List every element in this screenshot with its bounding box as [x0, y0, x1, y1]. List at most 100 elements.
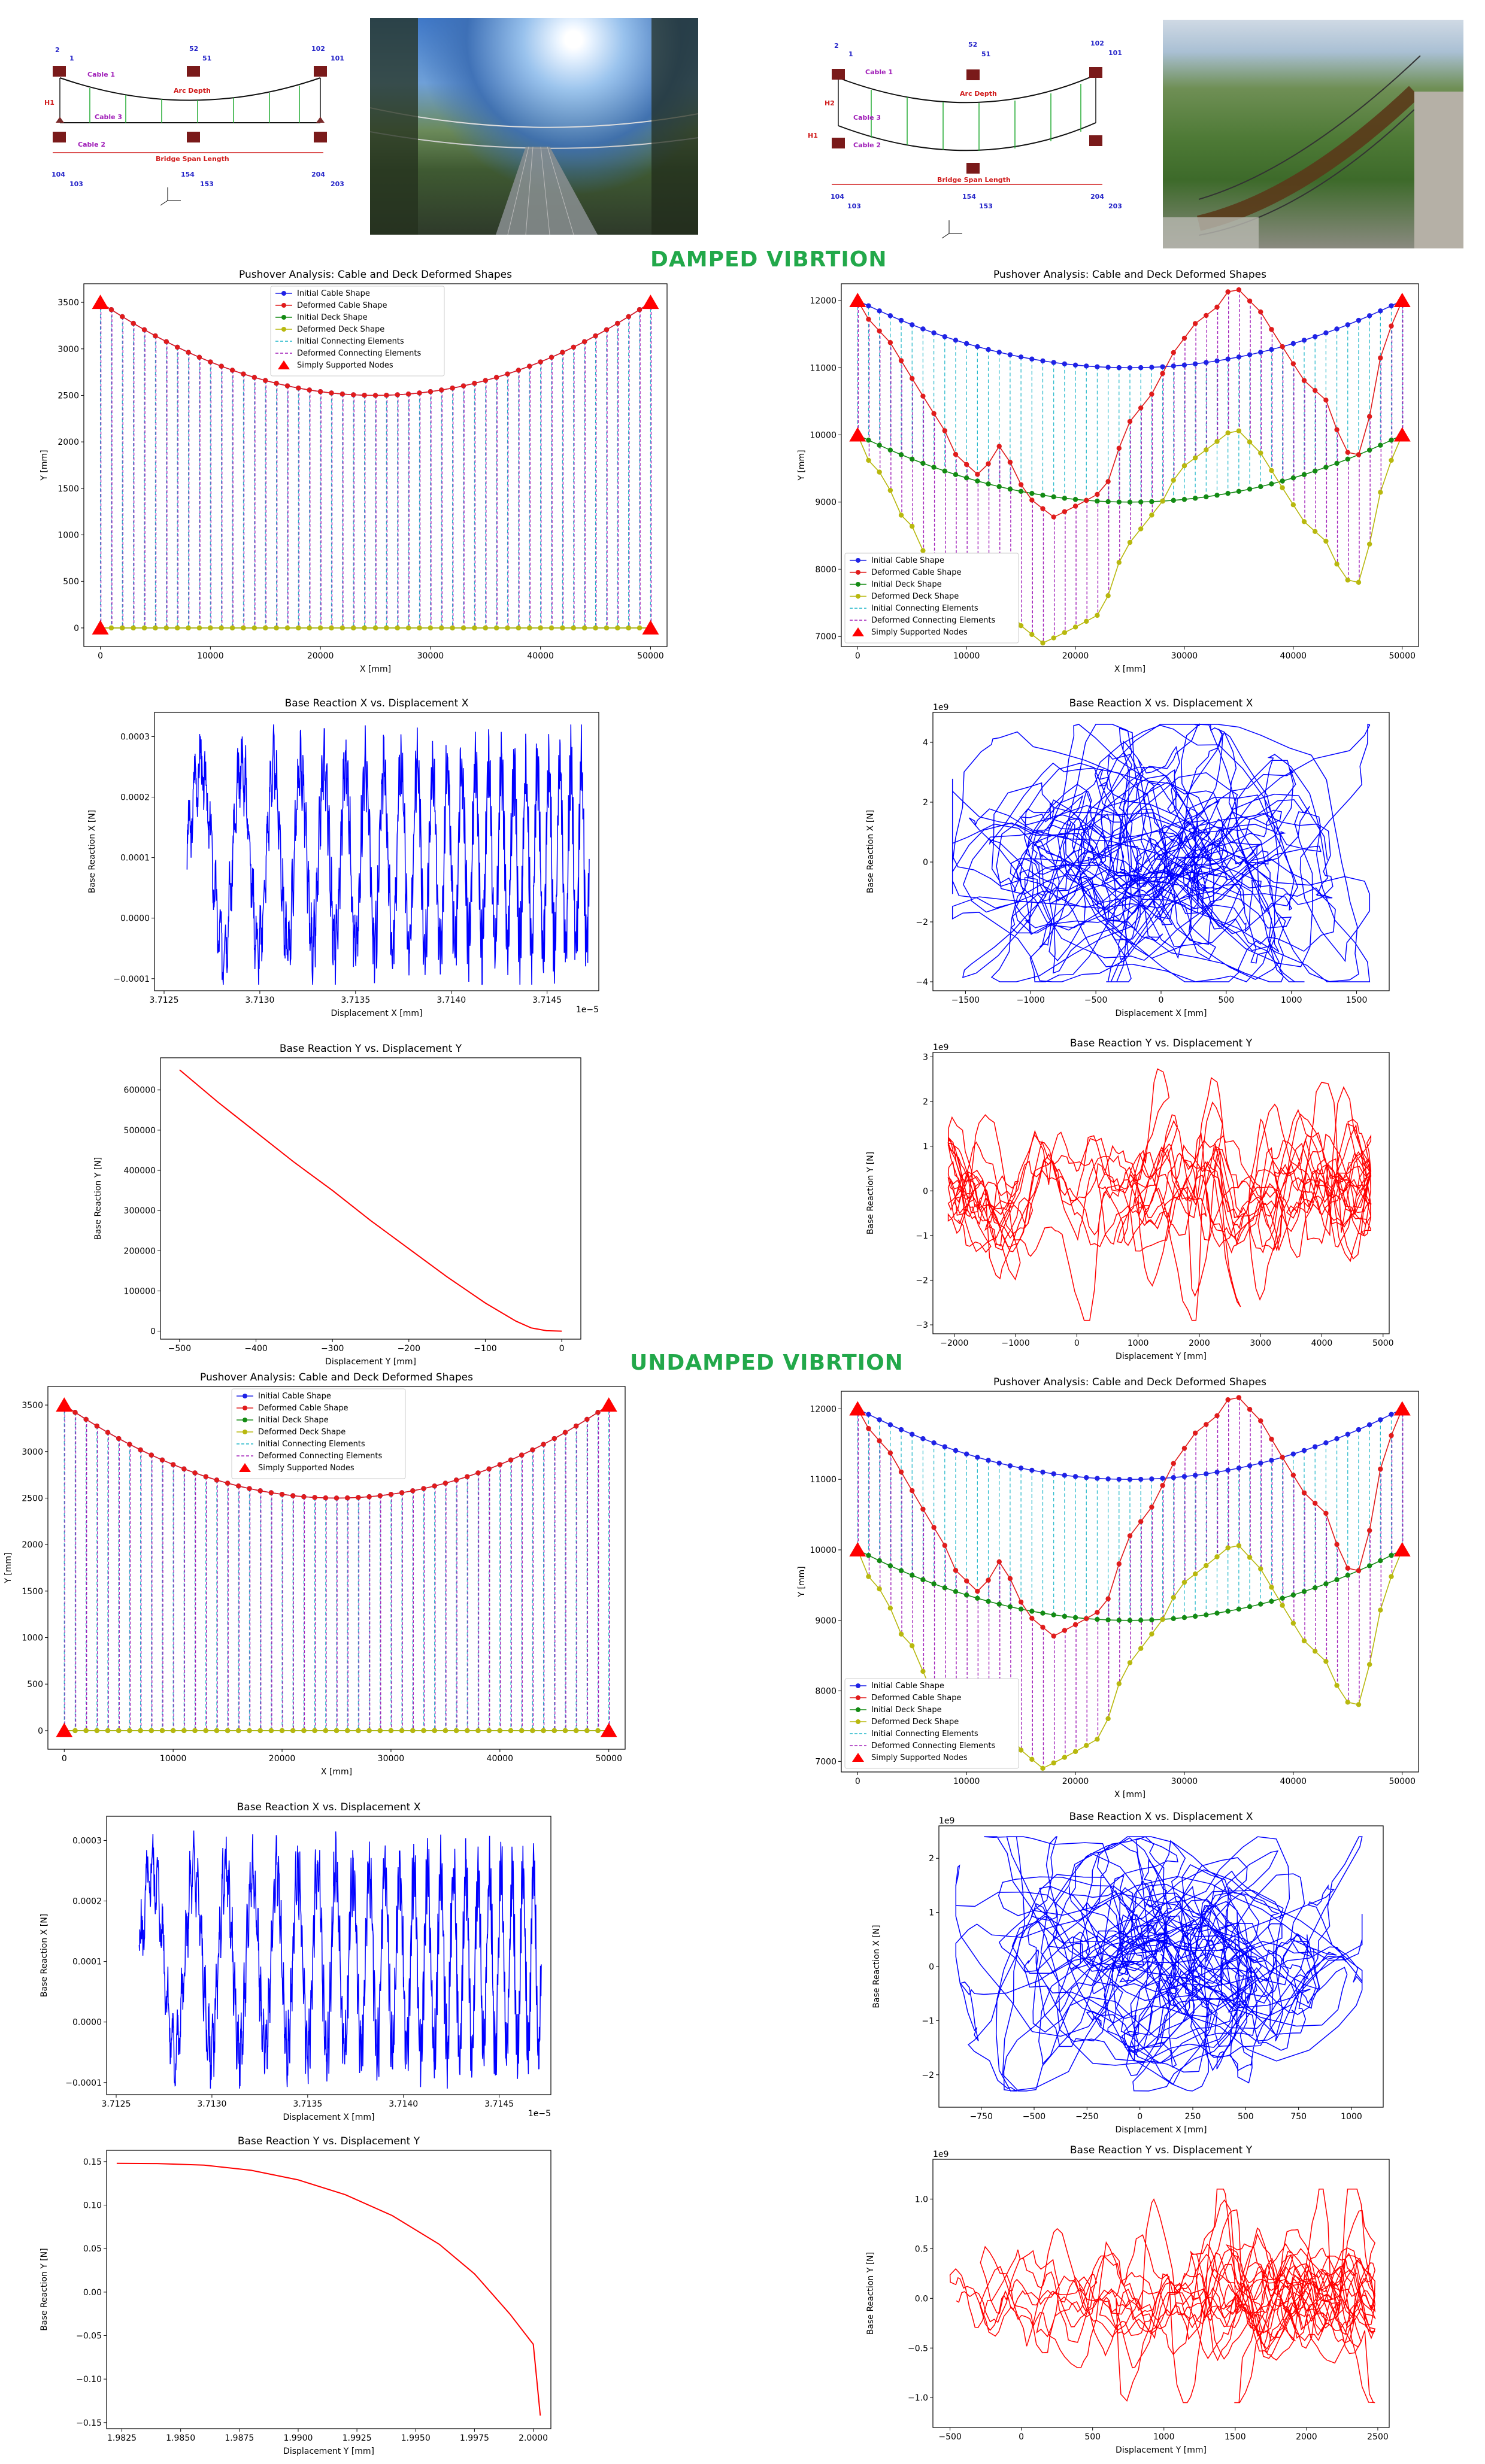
data-point — [1204, 1471, 1209, 1477]
data-point — [1171, 1461, 1176, 1466]
y-tick-label: 0.0001 — [120, 854, 150, 863]
data-point — [1084, 618, 1089, 624]
data-point — [94, 1728, 100, 1734]
data-point — [963, 1592, 969, 1598]
data-point — [508, 1728, 514, 1734]
node-label: 1 — [848, 50, 853, 58]
data-point — [1149, 1504, 1154, 1510]
data-point — [996, 1460, 1002, 1466]
data-point — [405, 392, 411, 397]
y-tick-label: −1 — [922, 2016, 934, 2026]
data-point — [1204, 1562, 1209, 1568]
data-point — [1389, 457, 1394, 463]
y-tick-label: 1 — [929, 1908, 934, 1918]
data-point — [274, 381, 279, 386]
x-tick-label: 30000 — [417, 651, 444, 661]
data-point — [153, 625, 158, 631]
node-label: 103 — [69, 180, 83, 188]
data-point — [497, 1462, 503, 1467]
data-point — [1160, 1483, 1165, 1488]
y-tick-label: 1000 — [22, 1634, 43, 1643]
mass-node-icon — [314, 66, 327, 77]
data-point — [1084, 497, 1089, 503]
data-point — [475, 1728, 481, 1734]
legend-label: Initial Cable Shape — [258, 1392, 331, 1401]
data-point — [1258, 450, 1263, 456]
data-point — [1301, 1490, 1307, 1495]
x-tick-label: 1000 — [1153, 2432, 1175, 2442]
data-point — [584, 1416, 590, 1422]
data-point — [1051, 360, 1056, 365]
x-tick-label: 10000 — [160, 1754, 187, 1764]
y-axis-label: Y [mm] — [4, 1552, 13, 1583]
data-point — [898, 1631, 904, 1637]
data-point — [307, 387, 312, 393]
x-tick-label: 1500 — [1225, 2432, 1246, 2442]
data-point — [362, 625, 367, 631]
data-point — [1204, 360, 1209, 365]
x-tick-label: 1000 — [1128, 1339, 1149, 1348]
data-point — [1138, 1618, 1144, 1623]
data-point — [1149, 1631, 1154, 1637]
data-point — [279, 1728, 285, 1734]
data-point — [942, 1543, 947, 1548]
data-point — [1105, 593, 1111, 599]
data-point — [1236, 1543, 1242, 1549]
y-tick-label: 0.10 — [83, 2201, 102, 2211]
y-axis-label: Y [mm] — [40, 450, 49, 481]
data-point — [986, 1458, 991, 1463]
data-point — [898, 1568, 904, 1573]
x-tick-label: −500 — [1084, 996, 1107, 1005]
data-point — [996, 444, 1002, 449]
data-point — [1040, 506, 1045, 511]
legend: Initial Cable Shape Deformed Cable Shape I… — [231, 1388, 406, 1479]
data-point — [284, 625, 290, 631]
data-point — [1269, 481, 1274, 487]
mass-node-icon — [1089, 135, 1102, 146]
data-point — [372, 625, 378, 631]
y-tick-label: 2000 — [22, 1540, 43, 1550]
data-point — [1149, 1476, 1154, 1482]
data-point — [317, 625, 323, 631]
y-tick-label: 0.05 — [83, 2244, 102, 2254]
data-point — [1345, 456, 1350, 462]
node-label: 51 — [981, 50, 990, 58]
data-point — [942, 468, 947, 474]
legend-label: Deformed Connecting Elements — [297, 349, 422, 358]
data-point — [1040, 1610, 1045, 1616]
data-point — [225, 1728, 231, 1734]
support-triangle-icon — [849, 293, 866, 308]
legend-label: Simply Supported Nodes — [297, 361, 393, 370]
data-point — [1236, 354, 1242, 360]
data-point — [1181, 1579, 1187, 1585]
data-point — [898, 452, 904, 457]
x-tick-label: 2.0000 — [519, 2433, 548, 2443]
data-point — [356, 1728, 361, 1734]
data-point — [356, 1495, 361, 1500]
response-curve — [951, 723, 1371, 982]
chart-title: Base Reaction Y vs. Displacement Y — [1070, 1037, 1253, 1049]
data-point — [1225, 1397, 1231, 1403]
node-label: 154 — [181, 171, 195, 178]
y-axis-label: Base Reaction Y [N] — [866, 1152, 875, 1234]
y-tick-label: 3500 — [57, 298, 79, 308]
data-point — [1258, 309, 1263, 315]
node-label: 153 — [200, 180, 214, 188]
y-axis-label: Base Reaction X [N] — [872, 1925, 881, 2008]
data-point — [312, 1728, 317, 1734]
data-point — [1345, 450, 1350, 455]
data-point — [1095, 364, 1100, 369]
deck-curve — [838, 122, 1096, 151]
y-tick-label: 11000 — [810, 363, 837, 373]
data-point — [1366, 1563, 1372, 1568]
data-point — [439, 387, 444, 393]
y-tick-label: 2500 — [57, 391, 79, 400]
data-point — [1280, 1455, 1285, 1460]
x-tick-label: 10000 — [953, 1777, 980, 1786]
y-offset-text: 1e9 — [933, 2150, 948, 2159]
data-point — [384, 625, 389, 631]
x-axis-label: X [mm] — [360, 664, 391, 674]
support-triangle-icon — [600, 1722, 617, 1737]
x-axis-label: Displacement X [mm] — [283, 2113, 375, 2122]
data-point — [72, 1410, 78, 1415]
